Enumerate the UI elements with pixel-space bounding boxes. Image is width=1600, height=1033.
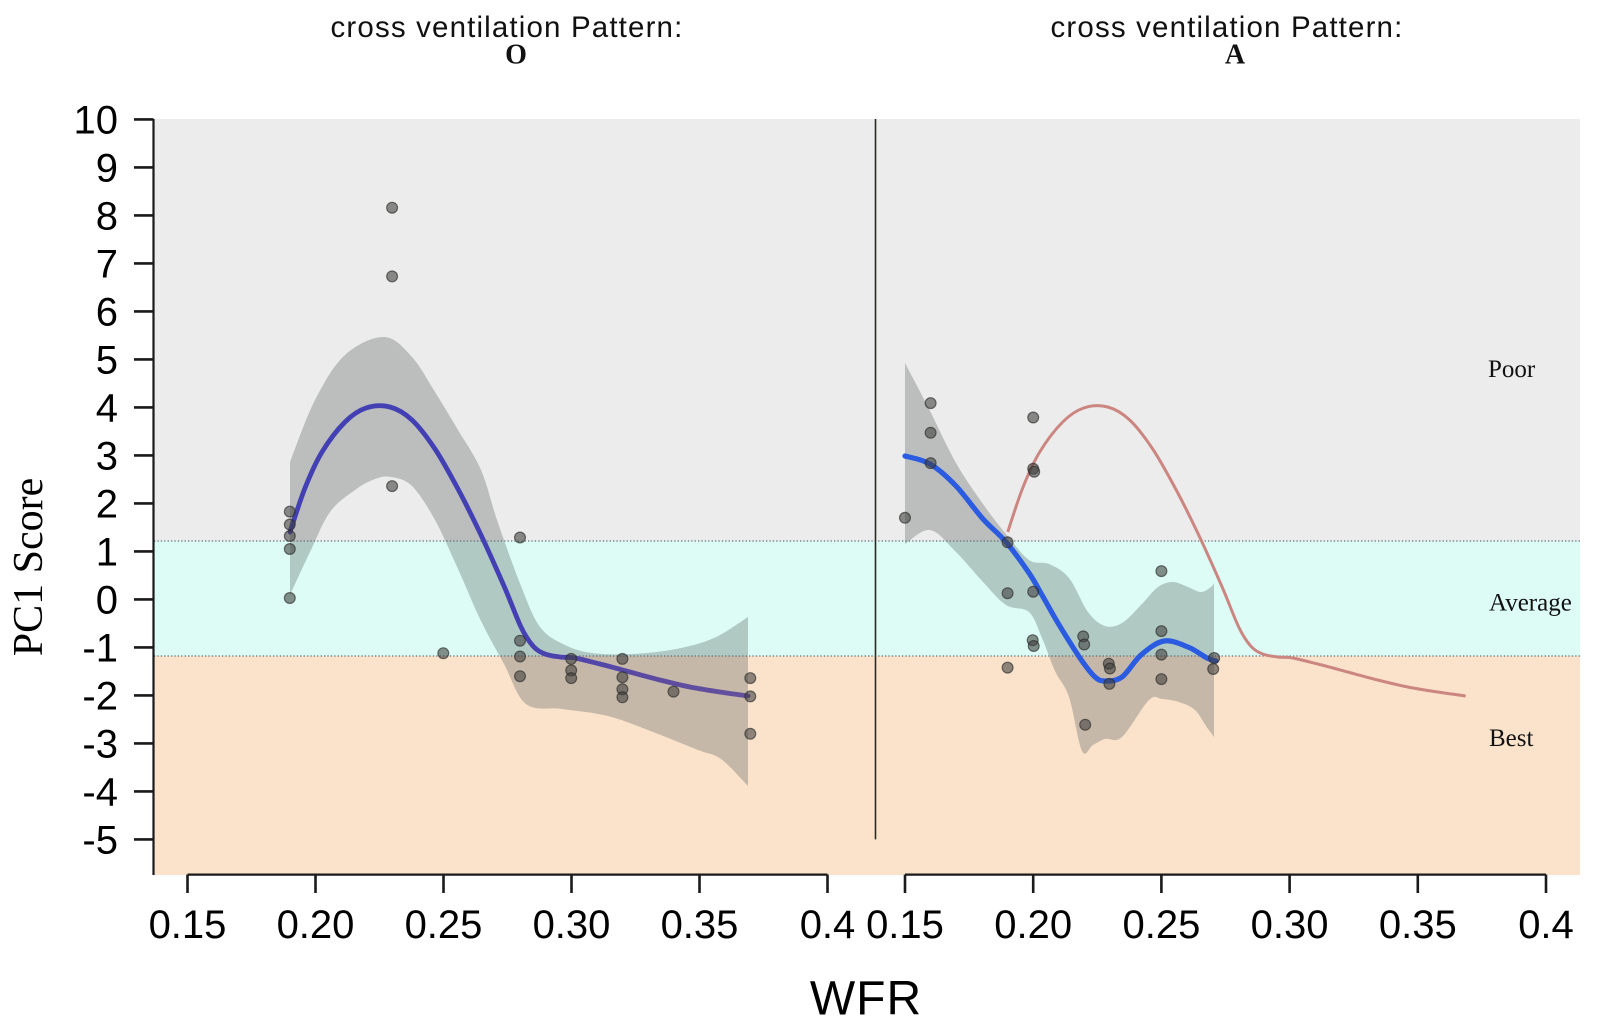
svg-text:0.30: 0.30 xyxy=(533,903,611,947)
svg-text:3: 3 xyxy=(96,435,118,479)
svg-text:-3: -3 xyxy=(82,723,118,767)
svg-text:0.25: 0.25 xyxy=(405,903,483,947)
svg-text:0.20: 0.20 xyxy=(277,903,355,947)
svg-text:8: 8 xyxy=(96,195,118,239)
svg-text:Average: Average xyxy=(1489,590,1572,617)
svg-text:-1: -1 xyxy=(82,627,118,671)
svg-text:5: 5 xyxy=(96,339,118,383)
svg-text:0.25: 0.25 xyxy=(1122,903,1200,947)
svg-text:1: 1 xyxy=(96,531,118,575)
svg-text:-4: -4 xyxy=(82,771,118,815)
svg-text:Best: Best xyxy=(1489,725,1534,752)
svg-text:0.30: 0.30 xyxy=(1251,903,1329,947)
svg-text:0.20: 0.20 xyxy=(994,903,1072,947)
svg-text:10: 10 xyxy=(74,99,119,143)
svg-text:-2: -2 xyxy=(82,675,118,719)
svg-text:0.15: 0.15 xyxy=(149,903,227,947)
svg-text:Poor: Poor xyxy=(1488,356,1536,383)
svg-text:0.35: 0.35 xyxy=(661,903,739,947)
svg-text:0.35: 0.35 xyxy=(1379,903,1457,947)
svg-text:0.4: 0.4 xyxy=(800,903,856,947)
svg-text:2: 2 xyxy=(96,483,118,527)
svg-text:4: 4 xyxy=(96,387,118,431)
svg-text:cross ventilation Pattern:: cross ventilation Pattern: xyxy=(1051,11,1404,44)
svg-text:7: 7 xyxy=(96,243,118,287)
svg-text:6: 6 xyxy=(96,291,118,335)
svg-text:PC1 Score: PC1 Score xyxy=(6,478,52,657)
svg-text:0.4: 0.4 xyxy=(1518,903,1574,947)
svg-text:O: O xyxy=(505,40,527,71)
svg-text:WFR: WFR xyxy=(810,973,922,1026)
svg-text:9: 9 xyxy=(96,147,118,191)
svg-text:0.15: 0.15 xyxy=(866,903,944,947)
svg-text:0: 0 xyxy=(96,579,118,623)
svg-text:cross ventilation Pattern:: cross ventilation Pattern: xyxy=(331,11,684,44)
svg-text:A: A xyxy=(1225,40,1246,71)
svg-text:-5: -5 xyxy=(82,819,118,863)
